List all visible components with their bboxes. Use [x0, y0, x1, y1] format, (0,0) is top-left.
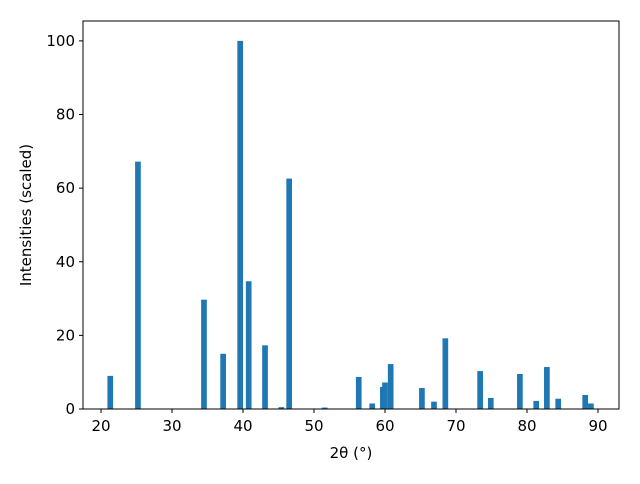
- bar: [245, 281, 252, 409]
- bar: [431, 401, 437, 409]
- bar: [107, 375, 114, 409]
- x-tick-label: 20: [91, 417, 110, 435]
- bar: [442, 338, 449, 409]
- y-tick-label: 100: [46, 32, 75, 50]
- bar: [201, 299, 207, 409]
- x-tick-label: 60: [375, 417, 394, 435]
- plot-frame: [82, 20, 620, 410]
- bar: [321, 407, 328, 409]
- x-tick-label: 80: [517, 417, 536, 435]
- bar: [220, 353, 226, 409]
- bar: [369, 403, 376, 409]
- bar: [135, 161, 141, 409]
- x-tick-label: 90: [588, 417, 607, 435]
- x-tick-label: 40: [233, 417, 252, 435]
- bar: [544, 367, 550, 409]
- bar: [382, 382, 388, 409]
- y-tick-label: 20: [56, 326, 75, 344]
- bar: [286, 178, 293, 409]
- bar: [517, 374, 523, 409]
- bar: [237, 40, 244, 409]
- x-tick-label: 30: [162, 417, 181, 435]
- y-tick-label: 80: [56, 106, 75, 124]
- bar: [582, 395, 589, 409]
- y-axis-label: Intensities (scaled): [17, 144, 35, 286]
- bar: [355, 376, 362, 409]
- bar: [262, 345, 268, 409]
- bar: [477, 371, 483, 409]
- x-axis-label: 2θ (°): [330, 444, 373, 462]
- bar: [555, 398, 562, 409]
- bar: [278, 407, 285, 409]
- bar: [419, 388, 425, 409]
- bar: [387, 364, 394, 409]
- y-tick-label: 60: [56, 179, 75, 197]
- bar: [533, 400, 540, 409]
- bar: [487, 397, 494, 409]
- y-tick-label: 40: [56, 253, 75, 271]
- y-tick-label: 0: [65, 400, 75, 418]
- x-tick-label: 70: [446, 417, 465, 435]
- bar: [588, 403, 594, 409]
- x-tick-label: 50: [304, 417, 323, 435]
